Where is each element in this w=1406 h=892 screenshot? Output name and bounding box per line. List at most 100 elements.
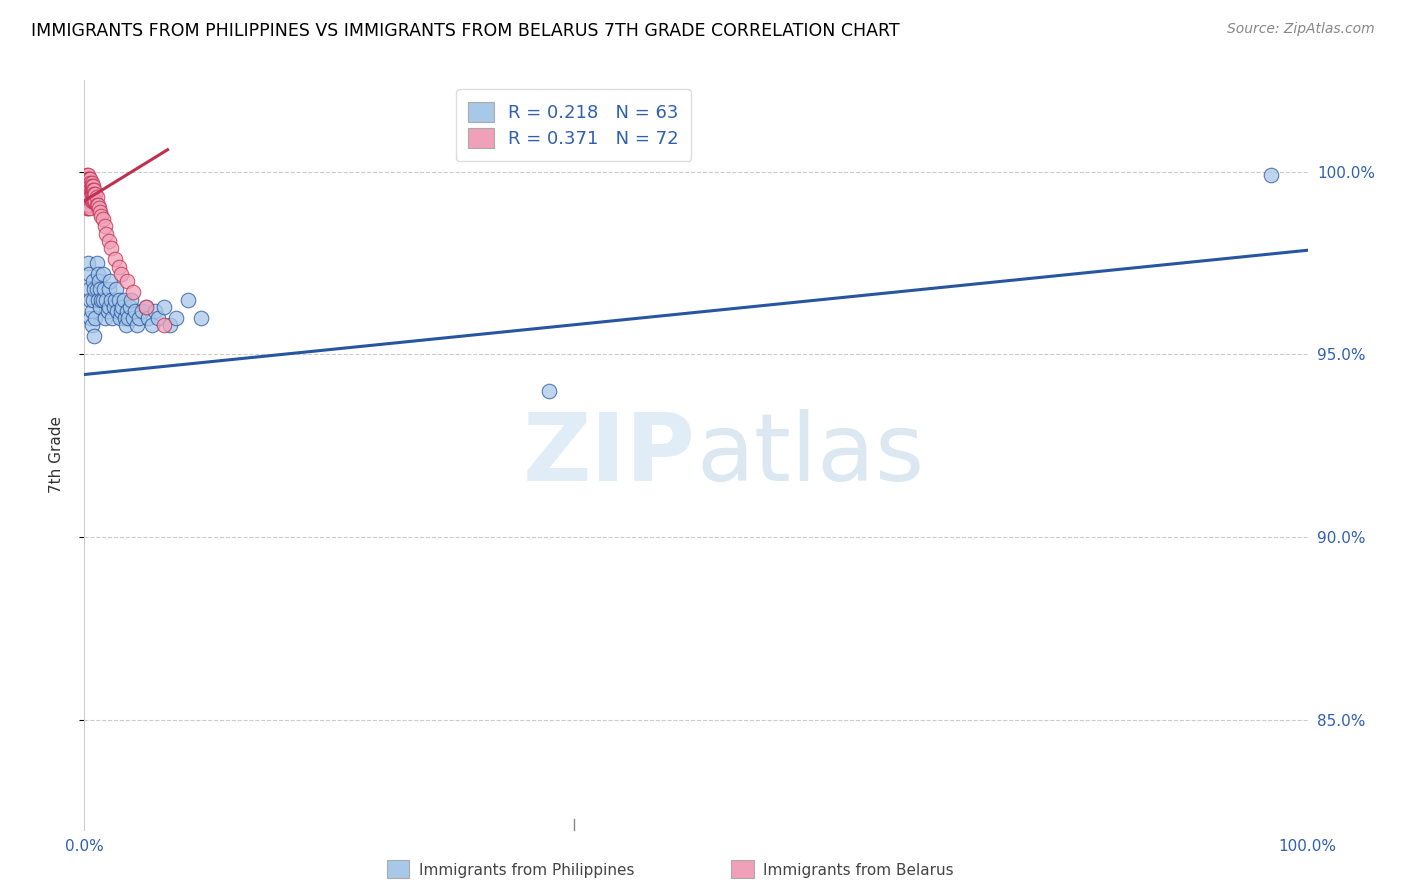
Point xyxy=(76,190,98,204)
Point xyxy=(77,183,100,197)
Point xyxy=(115,318,138,333)
Point xyxy=(80,186,103,201)
Point xyxy=(83,282,105,296)
Point xyxy=(79,172,101,186)
Point xyxy=(84,310,107,325)
Point xyxy=(94,219,117,234)
Point xyxy=(110,267,132,281)
Text: ZIP: ZIP xyxy=(523,409,696,501)
Y-axis label: 7th Grade: 7th Grade xyxy=(49,417,63,493)
Point xyxy=(117,310,139,325)
Point xyxy=(153,300,176,314)
Point xyxy=(82,293,104,307)
Point xyxy=(122,310,145,325)
Point xyxy=(101,310,124,325)
Point xyxy=(77,172,100,186)
Point xyxy=(97,282,120,296)
Point xyxy=(83,186,105,201)
Point xyxy=(82,274,104,288)
Point xyxy=(538,384,561,398)
Point xyxy=(103,300,125,314)
Point xyxy=(136,310,159,325)
Point xyxy=(82,186,104,201)
Point xyxy=(97,303,120,318)
Point xyxy=(77,282,100,296)
Point xyxy=(112,293,135,307)
Point xyxy=(76,183,98,197)
Point xyxy=(75,176,97,190)
Point xyxy=(96,293,118,307)
Point xyxy=(115,303,138,318)
Point xyxy=(75,186,97,201)
Point xyxy=(190,310,212,325)
Point xyxy=(118,300,141,314)
Point xyxy=(80,179,103,194)
Point xyxy=(77,197,100,211)
Point xyxy=(80,183,103,197)
Point xyxy=(82,179,104,194)
Point xyxy=(77,176,100,190)
Point xyxy=(77,183,100,197)
Point xyxy=(77,186,100,201)
Point xyxy=(146,310,169,325)
Point xyxy=(87,201,110,215)
Point xyxy=(141,318,163,333)
Point xyxy=(128,310,150,325)
Point xyxy=(75,179,97,194)
Point xyxy=(77,179,100,194)
Point xyxy=(76,186,98,201)
Point xyxy=(77,179,100,194)
Point xyxy=(77,256,100,270)
Point xyxy=(76,179,98,194)
Point xyxy=(97,300,120,314)
Point xyxy=(165,310,187,325)
Point xyxy=(79,183,101,197)
Point xyxy=(79,293,101,307)
Point xyxy=(104,252,127,267)
Point xyxy=(79,310,101,325)
Text: atlas: atlas xyxy=(696,409,924,501)
Text: IMMIGRANTS FROM PHILIPPINES VS IMMIGRANTS FROM BELARUS 7TH GRADE CORRELATION CHA: IMMIGRANTS FROM PHILIPPINES VS IMMIGRANT… xyxy=(31,22,900,40)
Point xyxy=(75,183,97,197)
Point xyxy=(82,194,104,208)
Point xyxy=(115,274,138,288)
Point xyxy=(79,201,101,215)
Point xyxy=(87,293,110,307)
Point xyxy=(79,179,101,194)
Point xyxy=(135,300,157,314)
Point xyxy=(80,176,103,190)
Point xyxy=(80,318,103,333)
Point xyxy=(77,186,100,201)
Point xyxy=(79,176,101,190)
Point xyxy=(84,194,107,208)
Point xyxy=(89,205,111,219)
Point xyxy=(76,176,98,190)
Point xyxy=(77,172,100,186)
Point xyxy=(76,201,98,215)
Point xyxy=(114,310,136,325)
Point xyxy=(100,241,122,255)
Point xyxy=(96,227,118,241)
Point xyxy=(111,300,134,314)
Point xyxy=(86,197,108,211)
Point xyxy=(90,209,112,223)
Point xyxy=(83,183,105,197)
Text: Source: ZipAtlas.com: Source: ZipAtlas.com xyxy=(1227,22,1375,37)
Point xyxy=(76,169,98,183)
Point xyxy=(86,256,108,270)
Point xyxy=(77,190,100,204)
Point xyxy=(107,293,129,307)
Point xyxy=(108,310,131,325)
Point xyxy=(87,267,110,281)
Point xyxy=(87,197,110,211)
Point xyxy=(93,282,115,296)
Point xyxy=(94,310,117,325)
Point xyxy=(122,285,145,300)
Point xyxy=(104,293,127,307)
Point xyxy=(77,201,100,215)
Point xyxy=(79,186,101,201)
Point xyxy=(76,197,98,211)
Point xyxy=(153,318,176,333)
Point xyxy=(177,293,200,307)
Point xyxy=(91,212,114,227)
